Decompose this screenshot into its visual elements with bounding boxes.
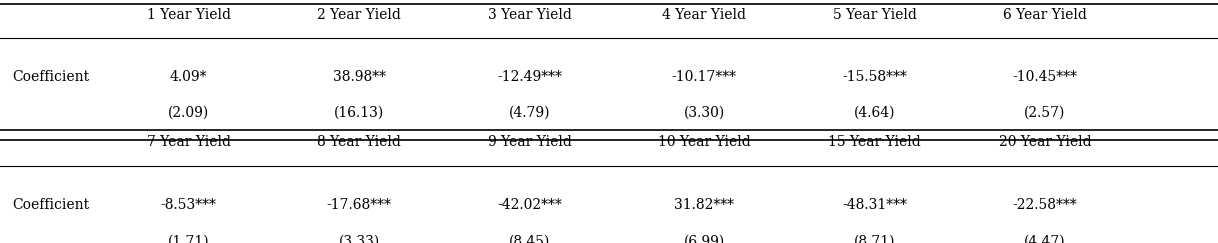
Text: 15 Year Yield: 15 Year Yield (828, 135, 921, 149)
Text: -15.58***: -15.58*** (842, 69, 907, 84)
Text: -48.31***: -48.31*** (842, 198, 907, 212)
Text: 10 Year Yield: 10 Year Yield (658, 135, 750, 149)
Text: (16.13): (16.13) (334, 106, 385, 120)
Text: 31.82***: 31.82*** (674, 198, 734, 212)
Text: -10.45***: -10.45*** (1012, 69, 1078, 84)
Text: (1.71): (1.71) (168, 235, 209, 243)
Text: (2.09): (2.09) (168, 106, 209, 120)
Text: -8.53***: -8.53*** (161, 198, 217, 212)
Text: 20 Year Yield: 20 Year Yield (999, 135, 1091, 149)
Text: (4.64): (4.64) (854, 106, 895, 120)
Text: 8 Year Yield: 8 Year Yield (318, 135, 401, 149)
Text: -42.02***: -42.02*** (497, 198, 563, 212)
Text: 7 Year Yield: 7 Year Yield (147, 135, 230, 149)
Text: (8.71): (8.71) (854, 235, 895, 243)
Text: (2.57): (2.57) (1024, 106, 1066, 120)
Text: Coefficient: Coefficient (12, 198, 89, 212)
Text: 5 Year Yield: 5 Year Yield (833, 8, 916, 22)
Text: (6.99): (6.99) (683, 235, 725, 243)
Text: -22.58***: -22.58*** (1012, 198, 1078, 212)
Text: (8.45): (8.45) (509, 235, 551, 243)
Text: 2 Year Yield: 2 Year Yield (318, 8, 401, 22)
Text: 3 Year Yield: 3 Year Yield (488, 8, 571, 22)
Text: (4.79): (4.79) (509, 106, 551, 120)
Text: Coefficient: Coefficient (12, 69, 89, 84)
Text: 4 Year Yield: 4 Year Yield (663, 8, 745, 22)
Text: 6 Year Yield: 6 Year Yield (1004, 8, 1086, 22)
Text: -10.17***: -10.17*** (671, 69, 737, 84)
Text: 1 Year Yield: 1 Year Yield (147, 8, 230, 22)
Text: 9 Year Yield: 9 Year Yield (488, 135, 571, 149)
Text: (4.47): (4.47) (1024, 235, 1066, 243)
Text: -17.68***: -17.68*** (326, 198, 392, 212)
Text: (3.33): (3.33) (339, 235, 380, 243)
Text: -12.49***: -12.49*** (497, 69, 563, 84)
Text: 38.98**: 38.98** (333, 69, 386, 84)
Text: 4.09*: 4.09* (171, 69, 207, 84)
Text: (3.30): (3.30) (683, 106, 725, 120)
